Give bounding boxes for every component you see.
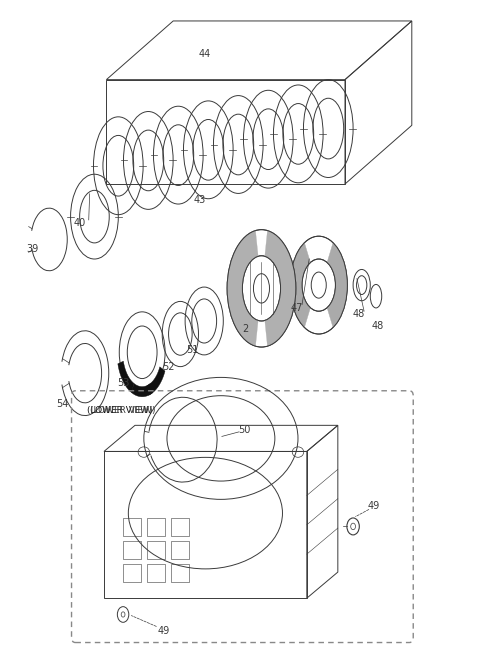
- Bar: [147, 541, 165, 559]
- Bar: [123, 563, 141, 582]
- Text: 39: 39: [26, 244, 38, 254]
- Polygon shape: [327, 243, 348, 328]
- Bar: [147, 518, 165, 536]
- Bar: [147, 563, 165, 582]
- Polygon shape: [227, 231, 258, 346]
- Bar: [123, 518, 141, 536]
- Text: 51: 51: [186, 345, 198, 355]
- Polygon shape: [265, 231, 296, 346]
- Bar: [123, 541, 141, 559]
- Polygon shape: [147, 367, 165, 395]
- Text: 49: 49: [368, 500, 380, 510]
- Polygon shape: [118, 361, 134, 392]
- Text: (LOWER VIEW): (LOWER VIEW): [90, 406, 156, 415]
- Text: 50: 50: [239, 425, 251, 435]
- Text: 43: 43: [193, 195, 205, 205]
- Text: 52: 52: [162, 362, 175, 371]
- Text: 2: 2: [242, 324, 249, 335]
- Text: 40: 40: [74, 218, 86, 228]
- Text: 44: 44: [198, 48, 210, 58]
- Bar: [171, 518, 189, 536]
- Text: 47: 47: [290, 303, 302, 313]
- Bar: [171, 541, 189, 559]
- Polygon shape: [290, 243, 311, 328]
- Text: 54: 54: [56, 400, 69, 409]
- Bar: [171, 563, 189, 582]
- Text: 48: 48: [372, 321, 384, 331]
- Text: 48: 48: [352, 309, 364, 320]
- Polygon shape: [132, 383, 153, 397]
- Text: (LOWER VIEW): (LOWER VIEW): [87, 406, 153, 415]
- Text: 53: 53: [117, 378, 129, 388]
- Text: 49: 49: [157, 626, 170, 636]
